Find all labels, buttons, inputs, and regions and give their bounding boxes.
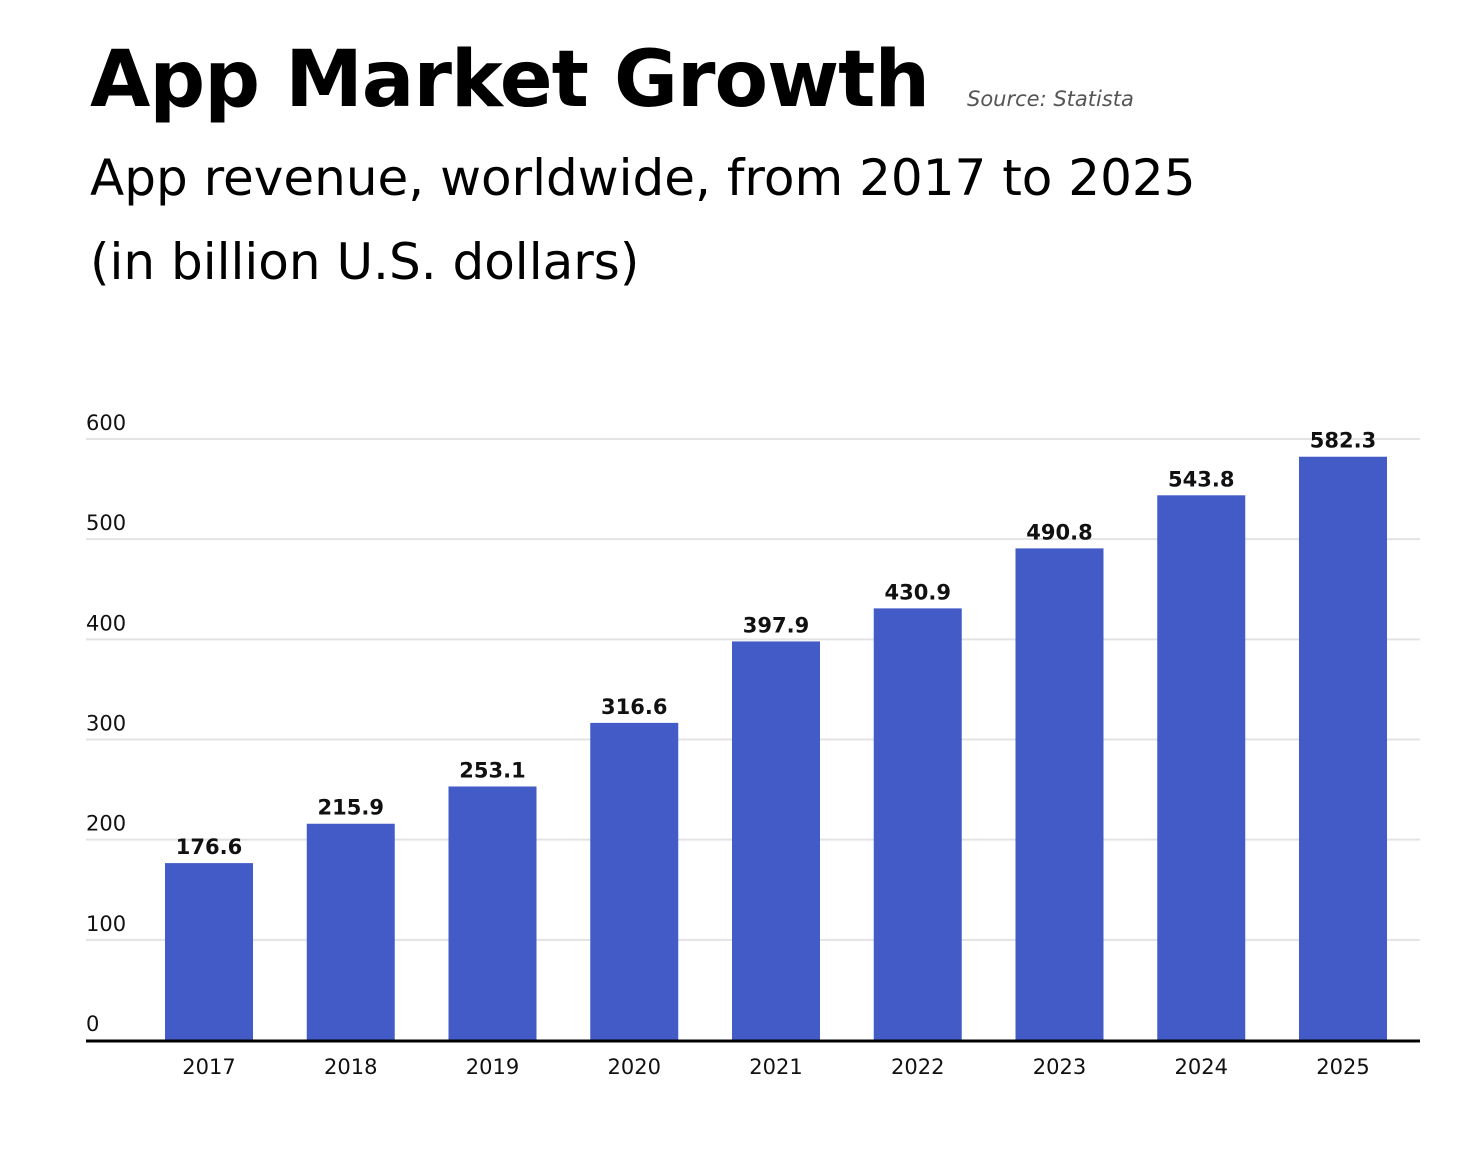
- x-tick-label-2018: 2018: [324, 1055, 377, 1079]
- bar-2018: [306, 823, 395, 1040]
- bar-2017: [165, 863, 253, 1040]
- value-label-2022: 430.9: [885, 580, 951, 604]
- value-label-2021: 397.9: [743, 613, 809, 637]
- value-label-2024: 543.8: [1168, 467, 1234, 491]
- value-label-2025: 582.3: [1310, 429, 1376, 453]
- title-row: App Market Growth Source: Statista: [90, 35, 1390, 125]
- x-tick-label-2020: 2020: [608, 1055, 661, 1079]
- x-tick-label-2023: 2023: [1033, 1055, 1086, 1079]
- value-label-2023: 490.8: [1026, 520, 1092, 544]
- chart-title: App Market Growth: [90, 35, 930, 125]
- y-tick-label: 600: [86, 411, 126, 435]
- bar-2020: [590, 722, 679, 1040]
- subtitle-line-2: (in billion U.S. dollars): [90, 232, 640, 291]
- bar-2024: [1157, 495, 1246, 1040]
- y-tick-label: 500: [86, 511, 126, 535]
- x-tick-label-2017: 2017: [182, 1055, 235, 1079]
- bars: [165, 456, 1387, 1040]
- bar-2021: [732, 641, 820, 1040]
- x-tick-label-2022: 2022: [891, 1055, 944, 1079]
- chart-header: App Market Growth Source: Statista App r…: [90, 35, 1390, 304]
- x-tick-label-2019: 2019: [466, 1055, 519, 1079]
- value-label-2018: 215.9: [318, 796, 384, 820]
- value-label-2017: 176.6: [176, 835, 242, 859]
- x-tick-label-2021: 2021: [749, 1055, 802, 1079]
- bar-2022: [873, 608, 962, 1040]
- x-tick-label-2024: 2024: [1175, 1055, 1228, 1079]
- y-tick-label: 400: [86, 611, 126, 635]
- y-tick-label: 100: [86, 912, 126, 936]
- y-tick-label: 200: [86, 812, 126, 836]
- value-labels: 176.6 215.9 253.1 316.6 397.9 430.9 490.8 543.8…: [176, 429, 1376, 859]
- x-axis-ticks: 2017 2018 2019 2020 2021 2022 2023 2024 2025: [182, 1055, 1369, 1079]
- x-tick-label-2025: 2025: [1316, 1055, 1369, 1079]
- bar-2025: [1299, 456, 1387, 1040]
- bar-2023: [1015, 548, 1104, 1040]
- y-tick-label: 0: [86, 1012, 99, 1036]
- chart-subtitle: App revenue, worldwide, from 2017 to 202…: [90, 136, 1390, 304]
- subtitle-line-1: App revenue, worldwide, from 2017 to 202…: [90, 148, 1196, 207]
- y-tick-label: 300: [86, 712, 126, 736]
- bar-2019: [448, 786, 537, 1040]
- source-note: Source: Statista: [966, 87, 1134, 111]
- value-label-2019: 253.1: [459, 758, 525, 782]
- value-label-2020: 316.6: [601, 695, 667, 719]
- y-axis-ticks: 0 100 200 300 400 500 600: [86, 411, 126, 1036]
